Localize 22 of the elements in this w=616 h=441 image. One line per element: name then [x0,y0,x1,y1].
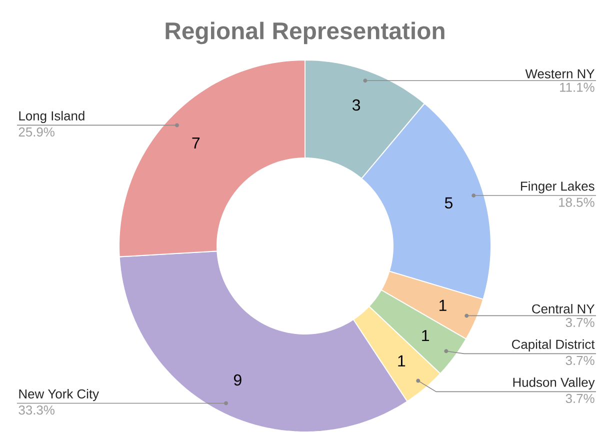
slice-label: Hudson Valley [513,377,595,390]
slice-label: New York City [19,388,100,402]
text: 1 [440,300,446,311]
text: 9 [234,374,242,386]
chart-title: Regional Representation [166,22,444,44]
text: 1 [422,330,429,342]
slice-label: Long Island [19,110,84,124]
text: 7 [192,138,200,149]
data-label: 33.3% [18,405,54,415]
data-label: 18.5% [559,198,594,207]
slice-label: Finger Lakes [521,181,594,194]
data-label: 3.7% [566,356,594,366]
data-label: 25.9% [18,127,54,137]
slice-label: Central NY [532,304,595,314]
data-label: 3.7% [566,318,594,328]
data-label: 3.7% [566,394,594,404]
text: 5 [444,197,452,209]
slice-label: Capital District [512,339,595,352]
text: 3 [352,99,360,111]
data-label: 11.1% [560,82,594,92]
slice-label: Western NY [525,69,595,78]
text: 1 [398,355,406,366]
